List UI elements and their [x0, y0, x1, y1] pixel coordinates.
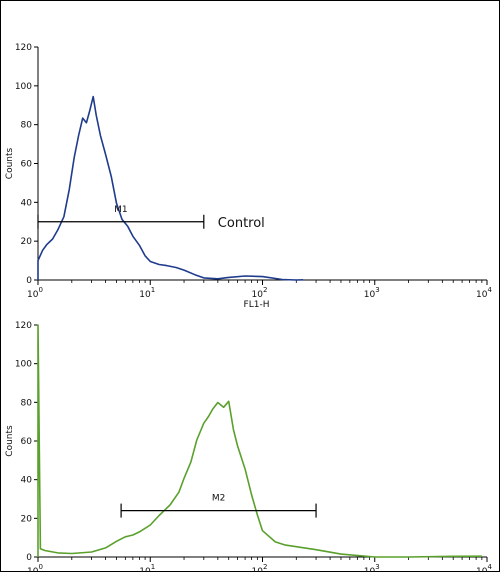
x-tick-label: 101	[139, 286, 155, 300]
annotation-label: Control	[218, 216, 265, 231]
y-tick-label: 60	[21, 437, 33, 447]
x-tick-exponent: 2	[263, 286, 267, 294]
y-tick-label: 20	[21, 237, 33, 247]
x-tick-base: 10	[364, 290, 376, 300]
y-tick-label: 120	[15, 321, 32, 331]
y-tick-label: 120	[15, 43, 32, 53]
x-tick-label: 102	[252, 563, 268, 572]
y-tick-label: 0	[26, 276, 32, 286]
x-tick-exponent: 1	[151, 286, 155, 294]
x-tick-base: 10	[252, 290, 264, 300]
y-tick-label: 40	[21, 476, 33, 486]
y-tick-label: 20	[21, 514, 33, 524]
y-tick-label: 40	[21, 198, 33, 208]
x-tick-label: 103	[364, 563, 380, 572]
x-tick-exponent: 3	[375, 563, 379, 571]
x-tick-base: 10	[476, 290, 488, 300]
y-tick-label: 0	[26, 553, 32, 563]
gate-label: M2	[212, 494, 226, 504]
x-tick-base: 10	[476, 567, 488, 572]
y-tick-label: 80	[21, 398, 33, 408]
x-tick-base: 10	[139, 290, 151, 300]
x-tick-label: 100	[27, 286, 43, 300]
gate-label: M1	[114, 205, 128, 215]
x-tick-label: 100	[27, 563, 43, 572]
x-tick-label: 101	[139, 563, 155, 572]
y-tick-label: 100	[15, 360, 32, 370]
x-tick-exponent: 2	[263, 563, 267, 571]
y-tick-label: 100	[15, 82, 32, 92]
x-tick-base: 10	[27, 567, 39, 572]
y-axis-label: Counts	[5, 425, 15, 457]
x-tick-base: 10	[27, 290, 39, 300]
x-tick-exponent: 3	[375, 286, 379, 294]
y-tick-label: 60	[21, 160, 33, 170]
histogram-line	[37, 95, 304, 281]
x-tick-label: 102	[252, 286, 268, 300]
x-axis-label: FL1-H	[244, 300, 270, 310]
x-tick-exponent: 4	[487, 563, 492, 571]
x-tick-label: 104	[476, 286, 492, 300]
x-tick-label: 103	[364, 286, 380, 300]
y-tick-label: 80	[21, 121, 33, 131]
x-tick-label: 104	[476, 563, 492, 572]
y-axis-label: Counts	[5, 147, 15, 179]
x-tick-base: 10	[364, 567, 376, 572]
x-tick-exponent: 0	[38, 286, 42, 294]
x-tick-exponent: 0	[38, 563, 42, 571]
histogram-line	[37, 324, 482, 558]
x-tick-exponent: 4	[487, 286, 492, 294]
x-tick-base: 10	[252, 567, 264, 572]
x-tick-base: 10	[139, 567, 151, 572]
x-tick-exponent: 1	[151, 563, 155, 571]
